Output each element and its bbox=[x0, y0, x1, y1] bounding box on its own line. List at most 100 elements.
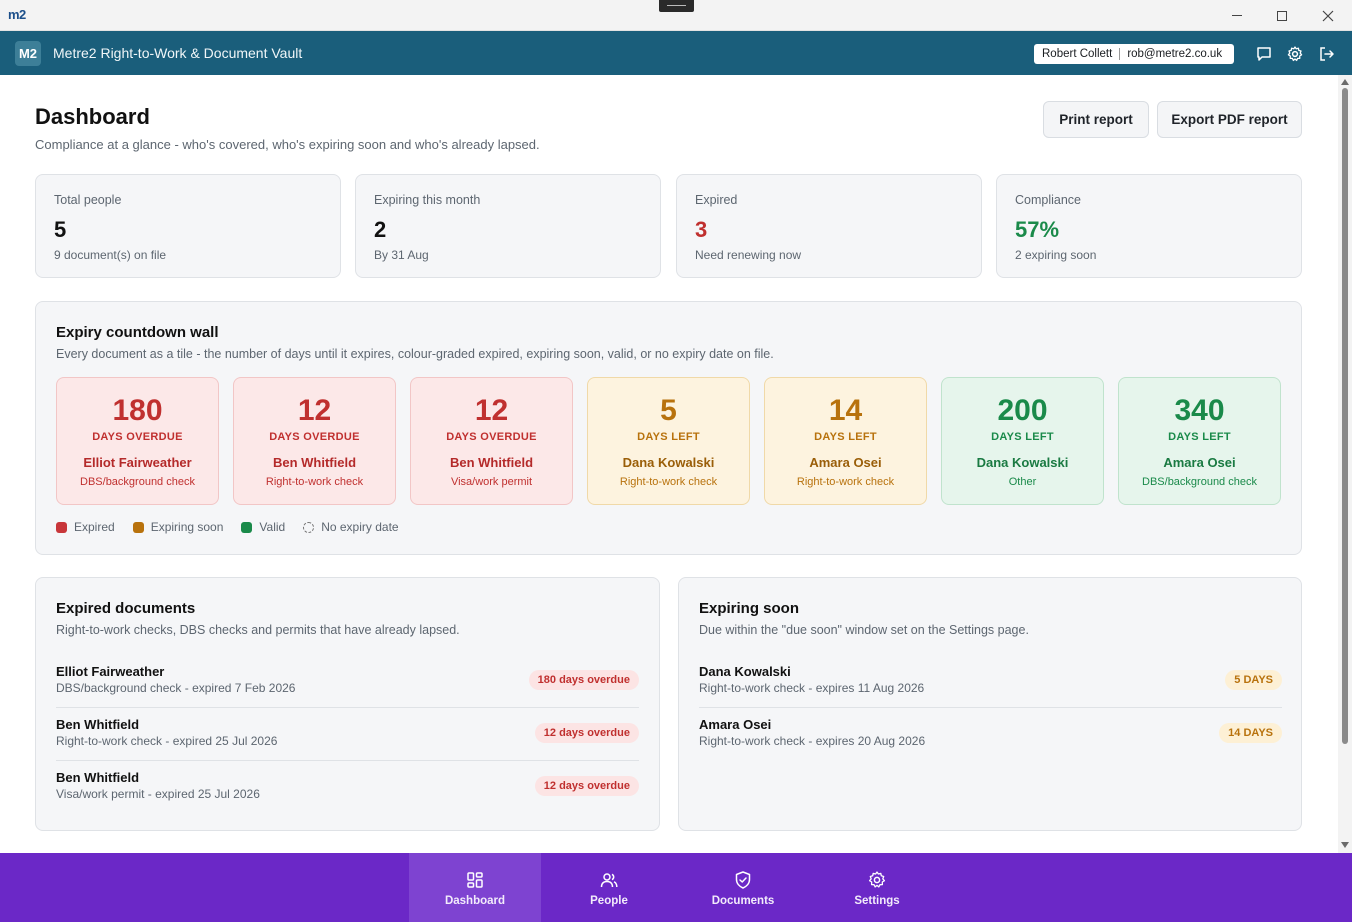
document-detail: Right-to-work check - expires 11 Aug 202… bbox=[699, 681, 925, 695]
export-pdf-button[interactable]: Export PDF report bbox=[1157, 101, 1302, 138]
list-item[interactable]: Ben Whitfield Right-to-work check - expi… bbox=[56, 717, 639, 770]
tile-document: DBS/background check bbox=[1142, 476, 1257, 488]
scroll-down-icon[interactable] bbox=[1341, 842, 1349, 848]
document-detail: Right-to-work check - expired 25 Jul 202… bbox=[56, 734, 278, 748]
legend-expired: Expired bbox=[56, 520, 115, 534]
wall-title: Expiry countdown wall bbox=[56, 324, 219, 341]
list-item[interactable]: Elliot Fairweather DBS/background check … bbox=[56, 664, 639, 717]
person-name: Ben Whitfield bbox=[56, 770, 140, 785]
settings-button[interactable] bbox=[1286, 45, 1304, 63]
chat-button[interactable] bbox=[1255, 45, 1273, 63]
countdown-tile[interactable]: 12 DAYS OVERDUE Ben Whitfield Visa/work per… bbox=[410, 377, 573, 505]
dashboard-icon bbox=[467, 872, 483, 888]
close-button[interactable] bbox=[1305, 0, 1351, 31]
divider bbox=[56, 760, 639, 761]
document-detail: Right-to-work check - expires 20 Aug 202… bbox=[699, 734, 926, 748]
countdown-tile[interactable]: 200 DAYS LEFT Dana Kowalski Other bbox=[941, 377, 1104, 505]
tile-unit: DAYS LEFT bbox=[991, 431, 1054, 443]
tile-unit: DAYS LEFT bbox=[814, 431, 877, 443]
legend-swatch bbox=[303, 521, 315, 533]
stat-value: 3 bbox=[695, 217, 708, 242]
person-name: Ben Whitfield bbox=[56, 717, 140, 732]
page-subtitle: Compliance at a glance - who's covered, … bbox=[35, 137, 540, 152]
stat-total-people: Total people 5 9 document(s) on file bbox=[35, 174, 341, 278]
stat-expired: Expired 3 Need renewing now bbox=[676, 174, 982, 278]
tile-unit: DAYS OVERDUE bbox=[92, 431, 183, 443]
drag-handle[interactable] bbox=[659, 0, 694, 12]
nav-documents[interactable]: Documents bbox=[677, 853, 809, 922]
nav-dashboard[interactable]: Dashboard bbox=[409, 853, 541, 922]
shield-check-icon bbox=[735, 871, 751, 889]
nav-label: Documents bbox=[711, 895, 775, 907]
tile-days: 12 bbox=[474, 394, 509, 427]
expired-documents-panel: Expired documents Right-to-work checks, … bbox=[35, 577, 660, 831]
user-pill[interactable]: Robert Collett rob@metre2.co.uk bbox=[1034, 44, 1234, 64]
app-badge: M2 bbox=[15, 41, 41, 66]
user-pill-divider bbox=[1119, 48, 1121, 60]
stat-note: 9 document(s) on file bbox=[54, 248, 167, 262]
tile-days: 340 bbox=[1174, 394, 1225, 427]
legend-label: Valid bbox=[259, 520, 286, 534]
scrollbar-thumb[interactable] bbox=[1342, 88, 1348, 744]
page-title: Dashboard bbox=[35, 104, 150, 129]
legend-valid: Valid bbox=[241, 520, 285, 534]
stat-value: 2 bbox=[374, 217, 387, 242]
nav-label: People bbox=[590, 895, 628, 907]
tile-document: Right-to-work check bbox=[796, 476, 895, 488]
nav-people[interactable]: People bbox=[543, 853, 675, 922]
gear-icon bbox=[868, 871, 886, 888]
tile-person: Ben Whitfield bbox=[272, 455, 357, 470]
nav-settings[interactable]: Settings bbox=[811, 853, 943, 922]
scroll-up-icon[interactable] bbox=[1341, 79, 1349, 85]
legend: Expired Expiring soon Valid No expiry da… bbox=[56, 520, 417, 534]
expiry-countdown-wall: Expiry countdown wall Every document as … bbox=[35, 301, 1302, 555]
stat-label: Total people bbox=[54, 193, 122, 207]
countdown-tile[interactable]: 180 DAYS OVERDUE Elliot Fairweather DBS/bac… bbox=[56, 377, 219, 505]
countdown-tile[interactable]: 5 DAYS LEFT Dana Kowalski Right-to-work che… bbox=[587, 377, 750, 505]
legend-expiring-soon: Expiring soon bbox=[132, 520, 223, 534]
tile-unit: DAYS LEFT bbox=[637, 431, 700, 443]
person-name: Elliot Fairweather bbox=[56, 664, 165, 679]
divider bbox=[699, 707, 1282, 708]
main-content: Dashboard Compliance at a glance - who's… bbox=[0, 75, 1338, 853]
tile-document: DBS/background check bbox=[80, 476, 195, 488]
list-item[interactable]: Amara Osei Right-to-work check - expires… bbox=[699, 717, 1282, 770]
maximize-button[interactable] bbox=[1259, 0, 1305, 31]
app-title: Metre2 Right-to-Work & Document Vault bbox=[53, 45, 303, 61]
countdown-tile[interactable]: 340 DAYS LEFT Amara Osei DBS/background che… bbox=[1118, 377, 1281, 505]
divider bbox=[56, 707, 639, 708]
wall-subtitle: Every document as a tile - the number of… bbox=[56, 347, 774, 361]
close-icon bbox=[1322, 10, 1334, 21]
stat-note: Need renewing now bbox=[695, 248, 802, 262]
person-name: Dana Kowalski bbox=[699, 664, 791, 679]
vertical-scrollbar[interactable] bbox=[1338, 75, 1352, 853]
tile-person: Ben Whitfield bbox=[449, 455, 534, 470]
logout-icon bbox=[1320, 47, 1334, 61]
legend-label: Expired bbox=[74, 520, 115, 534]
app-logo: m2 bbox=[8, 7, 26, 22]
logout-button[interactable] bbox=[1318, 45, 1336, 63]
tile-document: Visa/work permit bbox=[450, 476, 533, 488]
minimize-icon bbox=[1232, 15, 1242, 16]
status-badge: 12 days overdue bbox=[534, 723, 639, 743]
minimize-button[interactable] bbox=[1214, 0, 1260, 31]
document-detail: Visa/work permit - expired 25 Jul 2026 bbox=[56, 787, 260, 801]
tile-days: 200 bbox=[997, 394, 1048, 427]
countdown-tile[interactable]: 12 DAYS OVERDUE Ben Whitfield Right-to-work… bbox=[233, 377, 396, 505]
stat-expiring-month: Expiring this month 2 By 31 Aug bbox=[355, 174, 661, 278]
stat-label: Expired bbox=[695, 193, 738, 207]
panel-subtitle: Due within the "due soon" window set on … bbox=[699, 623, 1029, 637]
print-report-button[interactable]: Print report bbox=[1043, 101, 1149, 138]
stat-value: 57% bbox=[1015, 217, 1060, 242]
app-header: M2 Metre2 Right-to-Work & Document Vault… bbox=[0, 31, 1352, 75]
tile-document: Right-to-work check bbox=[265, 476, 364, 488]
list-item[interactable]: Dana Kowalski Right-to-work check - expi… bbox=[699, 664, 1282, 717]
list-item[interactable]: Ben Whitfield Visa/work permit - expired… bbox=[56, 770, 639, 823]
legend-swatch bbox=[241, 521, 253, 533]
stat-label: Expiring this month bbox=[374, 193, 481, 207]
status-badge: 12 days overdue bbox=[534, 776, 639, 796]
stat-label: Compliance bbox=[1015, 193, 1082, 207]
countdown-tile[interactable]: 14 DAYS LEFT Amara Osei Right-to-work check bbox=[764, 377, 927, 505]
tile-person: Amara Osei bbox=[809, 455, 882, 470]
user-email: rob@metre2.co.uk bbox=[1127, 48, 1223, 60]
